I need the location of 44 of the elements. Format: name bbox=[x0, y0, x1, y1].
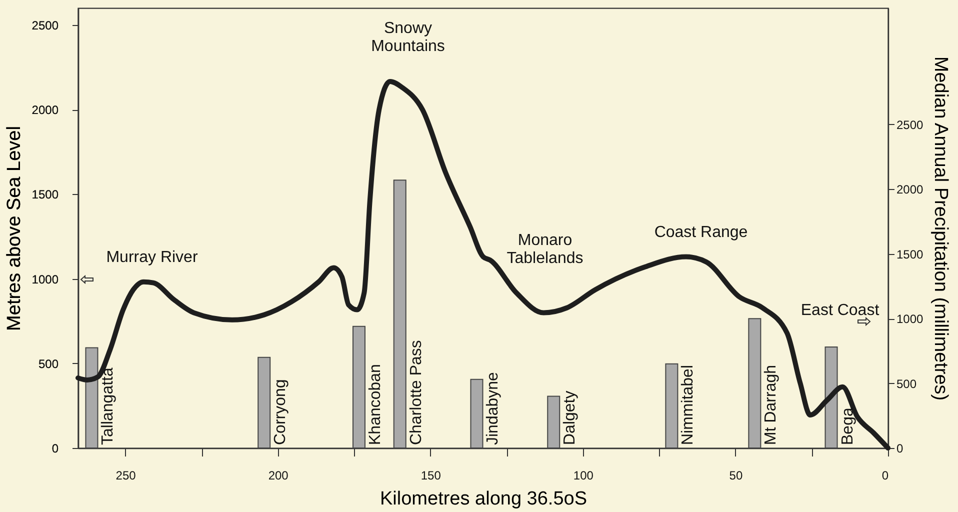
bar bbox=[748, 318, 762, 448]
y2-axis-title: Median Annual Precipitation (millimetres) bbox=[930, 56, 952, 401]
y2-tick-label: 1500 bbox=[896, 247, 924, 262]
y2-tick-label: 500 bbox=[896, 376, 917, 391]
y-tick-label: 1000 bbox=[32, 272, 59, 286]
y2-tick-label: 2000 bbox=[896, 182, 924, 197]
annotation: Monaro Tablelands bbox=[506, 232, 584, 267]
y-axis-title: Metres above Sea Level bbox=[4, 126, 25, 331]
annotation: East Coast bbox=[800, 302, 880, 319]
bar bbox=[824, 346, 838, 448]
annotation: Charlotte Pass bbox=[408, 340, 425, 445]
y2-tick-label: 1000 bbox=[896, 312, 924, 326]
bar bbox=[393, 180, 406, 448]
annotation: Snowy Mountains bbox=[371, 20, 445, 55]
x-tick-label: 50 bbox=[729, 468, 743, 482]
x-tick-label: 150 bbox=[420, 468, 442, 482]
bar bbox=[547, 396, 560, 448]
annotation: Bega bbox=[839, 408, 856, 445]
y-tick-label: 1500 bbox=[32, 188, 59, 202]
annotation: Dalgety bbox=[562, 390, 579, 445]
bar bbox=[85, 347, 98, 448]
x-tick-label: 100 bbox=[573, 468, 594, 482]
bar bbox=[258, 356, 271, 448]
annotation: Corryong bbox=[272, 379, 290, 445]
y-tick-label: 2000 bbox=[32, 103, 59, 118]
x-axis-title: Kilometres along 36.5oS bbox=[380, 488, 588, 510]
annotation: Coast Range bbox=[654, 224, 748, 241]
y2-tick-label: 2500 bbox=[896, 118, 924, 132]
annotation: Murray River bbox=[106, 249, 198, 266]
x-tick-label: 250 bbox=[116, 468, 136, 482]
annotation: Nimmitabel bbox=[680, 364, 697, 445]
x-tick-label: 200 bbox=[268, 468, 289, 482]
x-tick-label: 0 bbox=[882, 468, 889, 482]
annotation: Jindabyne bbox=[484, 372, 502, 445]
annotation: Khancoban bbox=[366, 364, 384, 445]
y-tick-label: 0 bbox=[52, 442, 59, 456]
y2-tick-label: 0 bbox=[896, 442, 904, 456]
y-tick-label: 500 bbox=[38, 356, 59, 371]
bar bbox=[352, 326, 366, 448]
annotation: Mt Darragh bbox=[762, 364, 780, 445]
bar bbox=[470, 378, 484, 448]
annotation: Tallangatta bbox=[100, 368, 117, 445]
y-tick-label: 2500 bbox=[32, 18, 59, 32]
bar bbox=[665, 363, 678, 448]
